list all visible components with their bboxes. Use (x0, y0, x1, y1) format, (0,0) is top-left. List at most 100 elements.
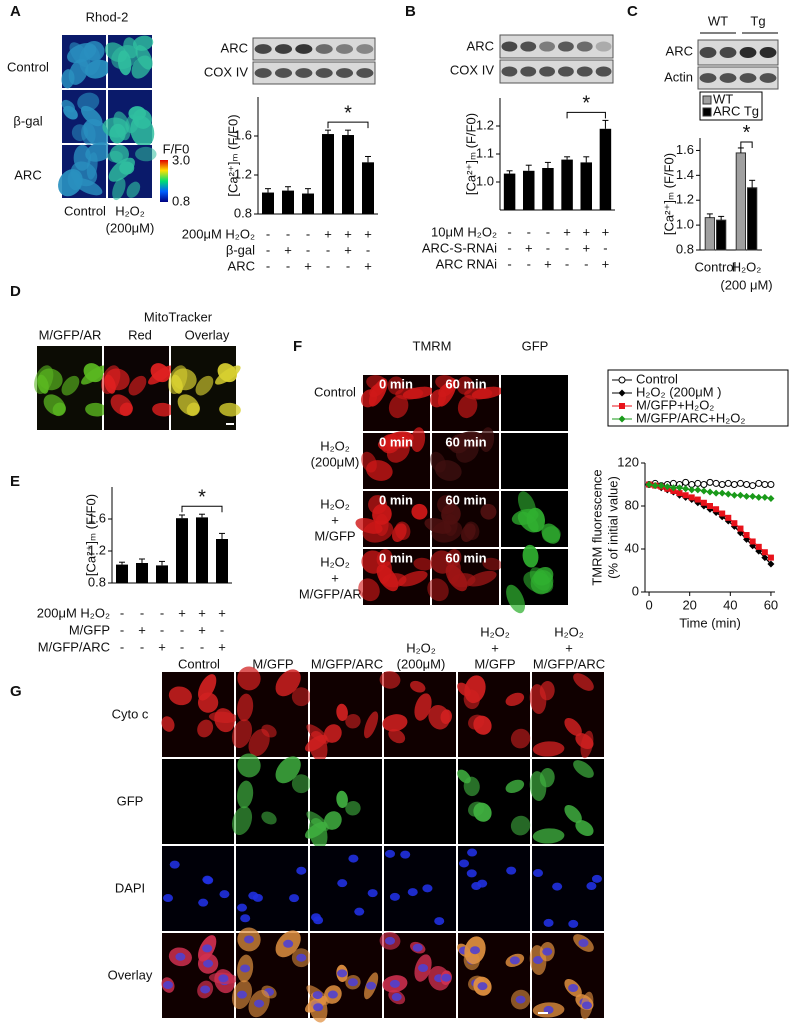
label: β-gal (226, 242, 255, 257)
blot-band (576, 41, 593, 52)
cell (128, 375, 147, 396)
label: (200μM) (397, 656, 446, 671)
label: Tg (750, 13, 765, 28)
nucleus (509, 956, 520, 965)
label: + (344, 226, 352, 241)
micrograph (384, 759, 456, 844)
cell (217, 363, 238, 383)
label: + (544, 256, 552, 271)
marker (694, 496, 701, 503)
marker (657, 482, 665, 490)
label: M/GFP/ARC (533, 656, 605, 671)
label: 1.2 (476, 117, 494, 132)
label: 200μM H₂O₂ (37, 605, 110, 620)
legend-label: H₂O₂ (200μM ) (636, 384, 721, 399)
label: 0 (632, 583, 639, 598)
error-bar (199, 513, 205, 518)
bar (362, 162, 374, 214)
cell (324, 724, 342, 743)
cell (364, 711, 379, 739)
cell (473, 715, 492, 735)
label: + (364, 258, 372, 273)
label: H₂O₂ (115, 203, 145, 218)
marker (743, 532, 750, 539)
nucleus (552, 882, 563, 891)
label: 0 (645, 597, 652, 612)
label: ARC (14, 167, 41, 182)
label: + (218, 605, 226, 620)
bar (156, 565, 168, 583)
label: 1.6 (234, 127, 252, 142)
colorbar (160, 160, 168, 202)
nucleus (506, 866, 517, 875)
cell (161, 716, 175, 732)
cell (362, 520, 394, 543)
label: Rhod-2 (86, 9, 129, 24)
nucleus (412, 943, 423, 952)
blot-band (576, 66, 593, 77)
label: 1.6 (88, 510, 106, 525)
label: H₂O₂ (320, 554, 350, 569)
label: [Ca²⁺]ₘ (F/F0) (463, 113, 478, 195)
cell (237, 753, 261, 778)
label: + (364, 226, 372, 241)
micrograph (501, 433, 568, 489)
marker (700, 499, 707, 506)
cell (109, 144, 129, 164)
bar (704, 217, 716, 251)
label: - (266, 242, 270, 257)
cell (85, 142, 113, 162)
legend-label: WT (713, 91, 733, 106)
error-bar (602, 119, 609, 129)
label: + (344, 242, 352, 257)
error-bar (345, 129, 351, 136)
label: M/GFP/ARC (311, 656, 383, 671)
label: - (220, 622, 224, 637)
label: β-gal (13, 113, 42, 128)
label: - (366, 242, 370, 257)
marker (761, 481, 769, 488)
label: GFP (522, 338, 549, 353)
label: TMRM (413, 338, 452, 353)
nucleus (389, 979, 400, 988)
marker (725, 514, 732, 521)
blot-band (539, 66, 555, 77)
cell (517, 511, 539, 533)
cell (376, 564, 399, 592)
label: + (198, 605, 206, 620)
marker (707, 503, 713, 509)
label: Overlay (185, 327, 230, 342)
label: 10μM H₂O₂ (431, 224, 497, 239)
label: 60 (764, 597, 778, 612)
cell (358, 578, 380, 602)
label: + (198, 622, 206, 637)
bar (282, 190, 294, 214)
marker (730, 491, 738, 499)
label: - (565, 256, 569, 271)
label: E (10, 473, 20, 490)
micrograph (162, 846, 234, 931)
label: - (306, 242, 310, 257)
nucleus (312, 991, 323, 1000)
label: B (405, 3, 416, 20)
blot-band (699, 73, 717, 83)
nucleus (422, 884, 433, 893)
cell (388, 728, 406, 744)
cell (306, 724, 329, 744)
blot (499, 34, 614, 59)
blot (499, 59, 614, 84)
cell (539, 767, 555, 788)
marker (736, 491, 744, 499)
error-bar (525, 164, 532, 171)
micrograph (458, 846, 530, 931)
cell (168, 686, 192, 706)
label: - (120, 639, 124, 654)
sig-bracket (740, 141, 753, 148)
marker (737, 525, 744, 532)
cell (195, 375, 214, 396)
cell (345, 714, 361, 729)
blot-band (558, 66, 574, 77)
cell (573, 673, 594, 691)
bar (735, 152, 747, 251)
